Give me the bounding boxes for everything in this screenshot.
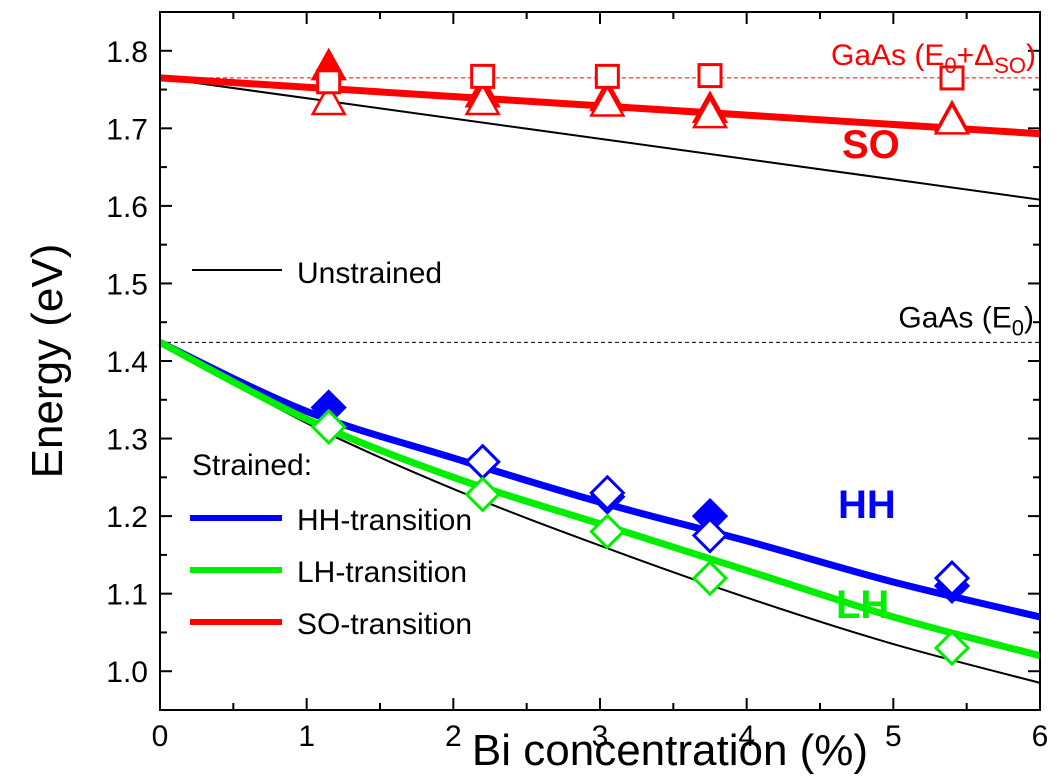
y-tick-label: 1.2 xyxy=(106,501,148,534)
curve-unstrained-so xyxy=(159,76,1041,201)
x-tick-label: 5 xyxy=(885,720,902,753)
lh-curve-label: LH xyxy=(836,583,889,627)
legend-label-unstrained: Unstrained xyxy=(297,257,442,290)
axis-ticks: 0 1 2 3 4 5 6 1.0 1.1 1.2 1.3 1.4 1.5 1.6 1.7 1.8 xyxy=(106,12,1048,753)
y-tick-label: 1.8 xyxy=(106,36,148,69)
x-axis-title: Bi concentration (%) xyxy=(472,726,868,775)
y-axis-title: Energy (eV) xyxy=(23,244,72,479)
y-tick-label: 1.3 xyxy=(106,424,148,457)
x-tick-label: 1 xyxy=(298,720,315,753)
x-tick-label: 4 xyxy=(738,720,755,753)
point-so-squares xyxy=(939,65,965,91)
x-tick-label: 2 xyxy=(445,720,462,753)
point-lh-open xyxy=(310,408,347,446)
point-so-squares xyxy=(697,63,723,89)
so-curve-label: SO xyxy=(842,123,900,167)
point-so-squares xyxy=(316,69,342,95)
point-so-squares xyxy=(470,63,496,89)
point-so-open xyxy=(691,95,729,129)
gaas-e0-so-label: GaAs (E0+ΔSO) xyxy=(831,39,1036,78)
point-lh-open xyxy=(691,560,729,597)
y-tick-label: 1.6 xyxy=(106,191,148,224)
point-so-squares xyxy=(594,63,620,89)
point-so-open xyxy=(589,84,626,117)
point-so-open xyxy=(933,102,971,135)
point-hh-open xyxy=(589,474,626,511)
data-markers xyxy=(310,47,971,667)
point-hh-open xyxy=(933,560,971,597)
y-tick-label: 1.0 xyxy=(106,656,148,689)
x-tick-label: 6 xyxy=(1032,720,1049,753)
legend-label-so: SO-transition xyxy=(297,608,472,641)
point-lh-open xyxy=(933,629,971,667)
y-tick-label: 1.7 xyxy=(106,113,148,146)
curve-unstrained-e0 xyxy=(159,341,1041,684)
y-tick-label: 1.5 xyxy=(106,268,148,301)
point-hh-open xyxy=(691,517,729,554)
gaas-e0-label: GaAs (E0) xyxy=(898,301,1034,340)
point-so-open xyxy=(310,82,347,116)
curve-lines xyxy=(158,74,1041,684)
y-tick-label: 1.4 xyxy=(106,346,148,379)
legend-unstrained: Unstrained xyxy=(192,257,442,290)
point-lh-open xyxy=(589,513,626,550)
x-tick-label: 3 xyxy=(592,720,609,753)
point-so-open xyxy=(464,82,501,116)
legend-label-hh: HH-transition xyxy=(297,504,472,537)
legend-label-lh: LH-transition xyxy=(297,556,467,589)
legend-strained: Strained: HH-transition LH-transition SO… xyxy=(190,449,472,641)
hh-curve-label: HH xyxy=(838,483,896,527)
point-lh-open xyxy=(464,476,501,513)
y-tick-label: 1.1 xyxy=(106,579,148,612)
x-tick-label: 0 xyxy=(152,720,169,753)
legend-strained-title: Strained: xyxy=(192,449,312,482)
